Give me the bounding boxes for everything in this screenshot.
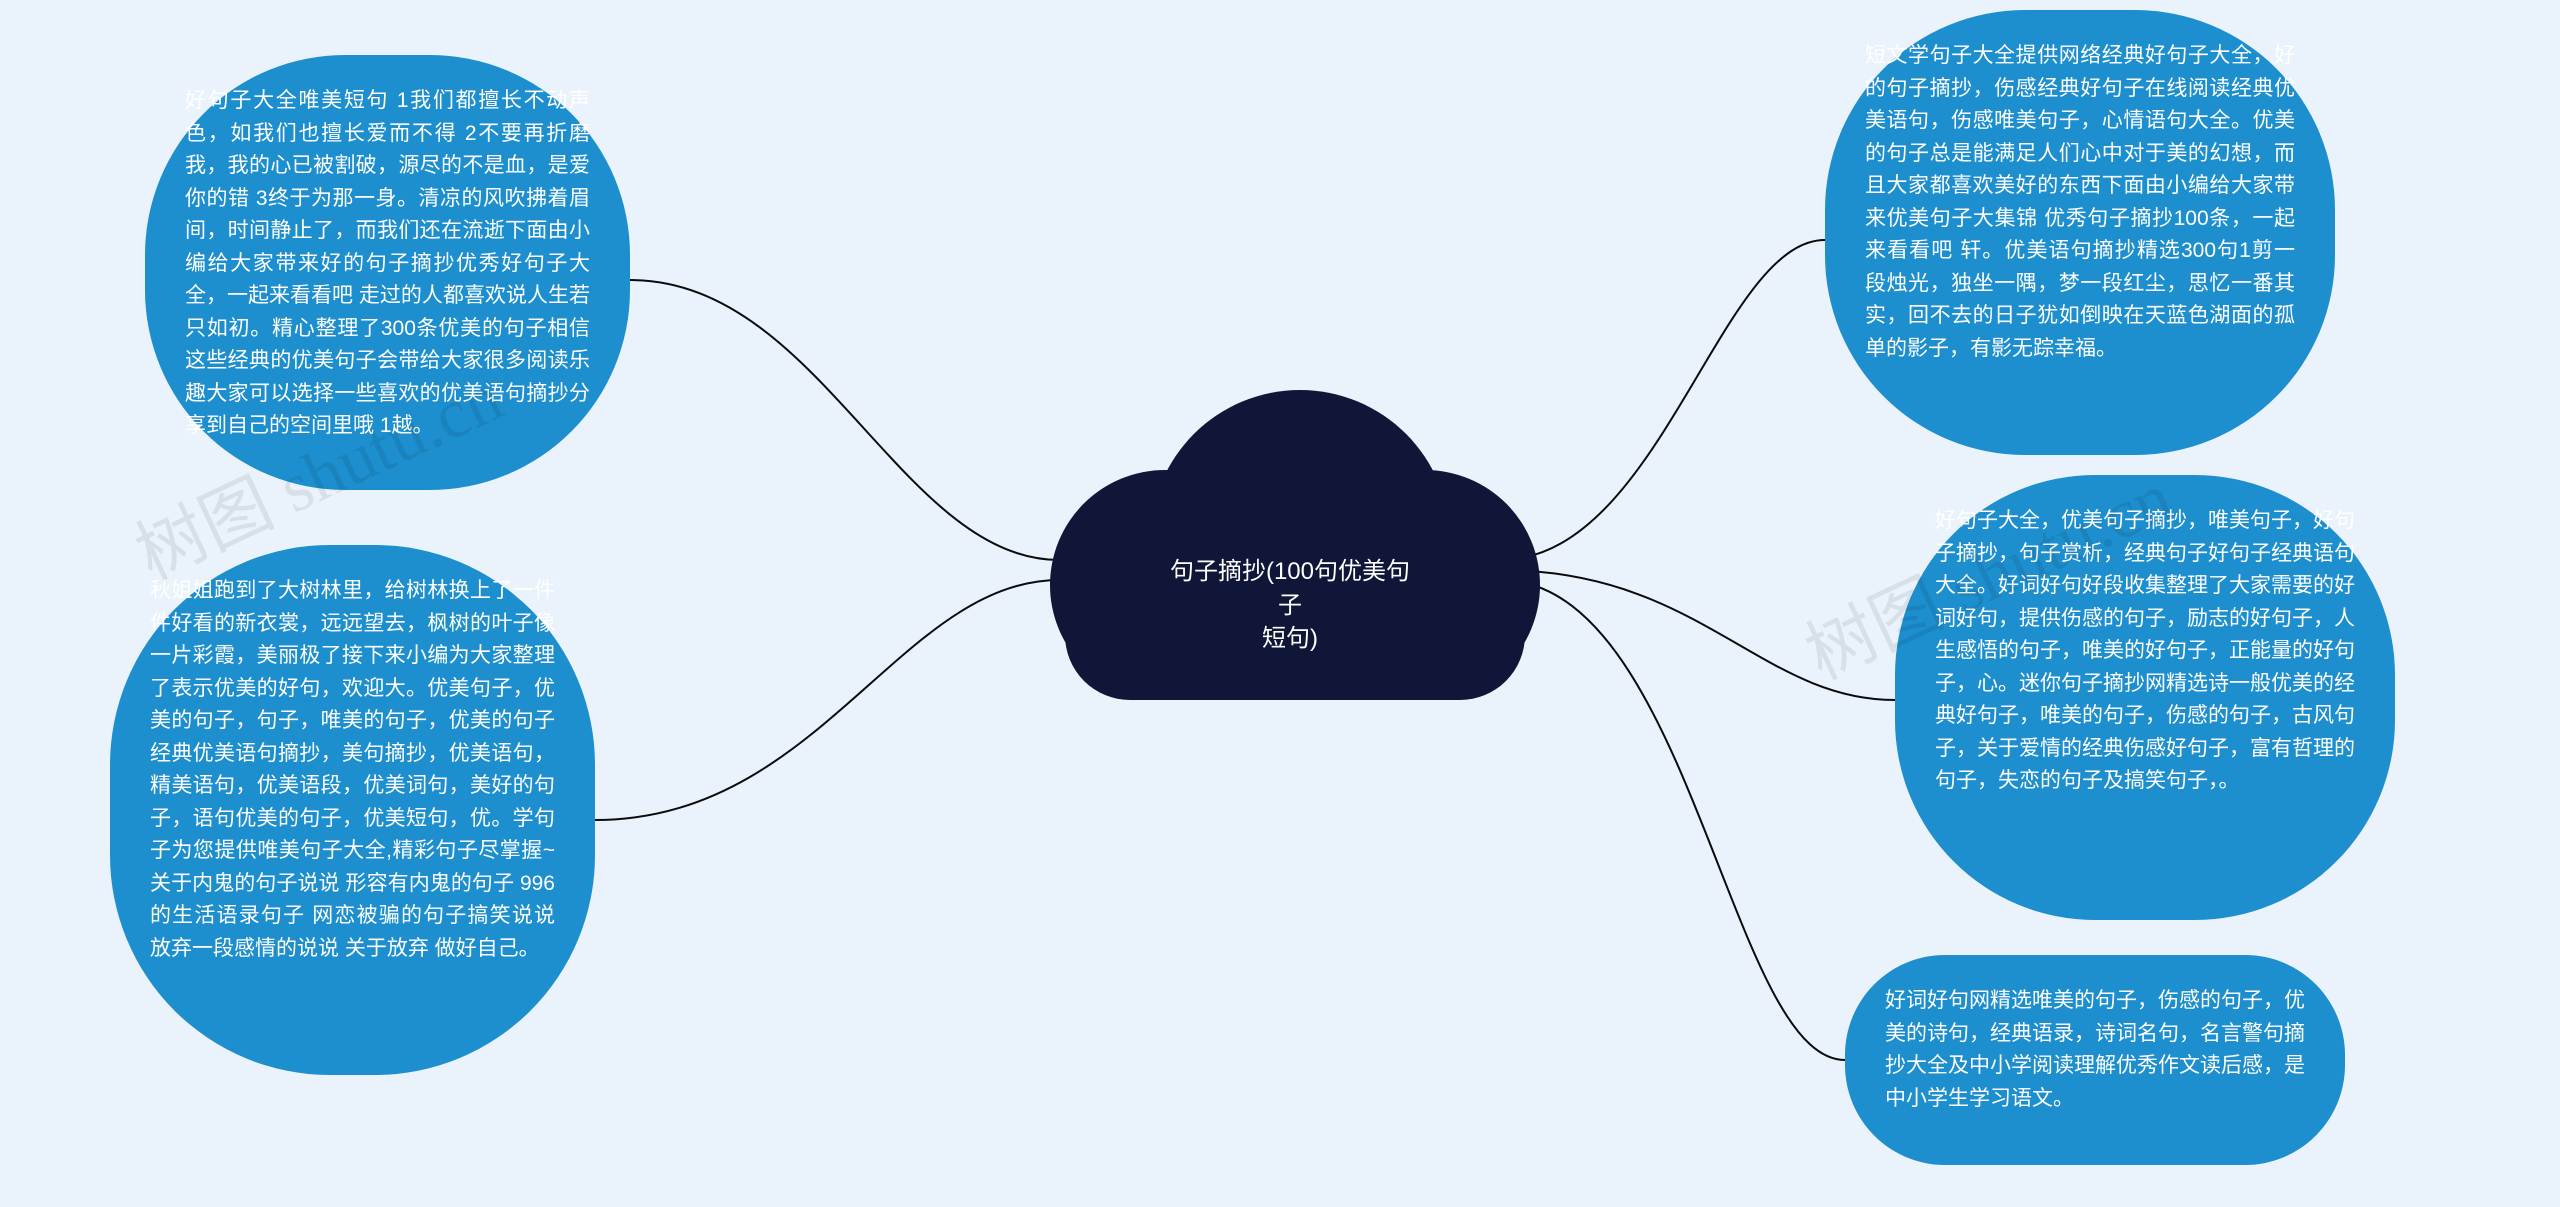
- leaf-node[interactable]: 秋姐姐跑到了大树林里，给树林换上了一件件好看的新衣裳，远远望去，枫树的叶子像一片…: [110, 545, 595, 1075]
- leaf-node[interactable]: 好句子大全，优美句子摘抄，唯美句子，好句子摘抄，句子赏析，经典句子好句子经典语句…: [1895, 475, 2395, 920]
- leaf-node[interactable]: 好句子大全唯美短句 1我们都擅长不动声色，如我们也擅长爱而不得 2不要再折磨我，…: [145, 55, 630, 490]
- center-title: 句子摘抄(100句优美句子 短句): [1160, 555, 1420, 656]
- leaf-node[interactable]: 好词好句网精选唯美的句子，伤感的句子，优美的诗句，经典语录，诗词名句，名言警句摘…: [1845, 955, 2345, 1165]
- mindmap-canvas: 句子摘抄(100句优美句子 短句) 好句子大全唯美短句 1我们都擅长不动声色，如…: [0, 0, 2560, 1207]
- leaf-node[interactable]: 短文学句子大全提供网络经典好句子大全，好的句子摘抄，伤感经典好句子在线阅读经典优…: [1825, 10, 2335, 455]
